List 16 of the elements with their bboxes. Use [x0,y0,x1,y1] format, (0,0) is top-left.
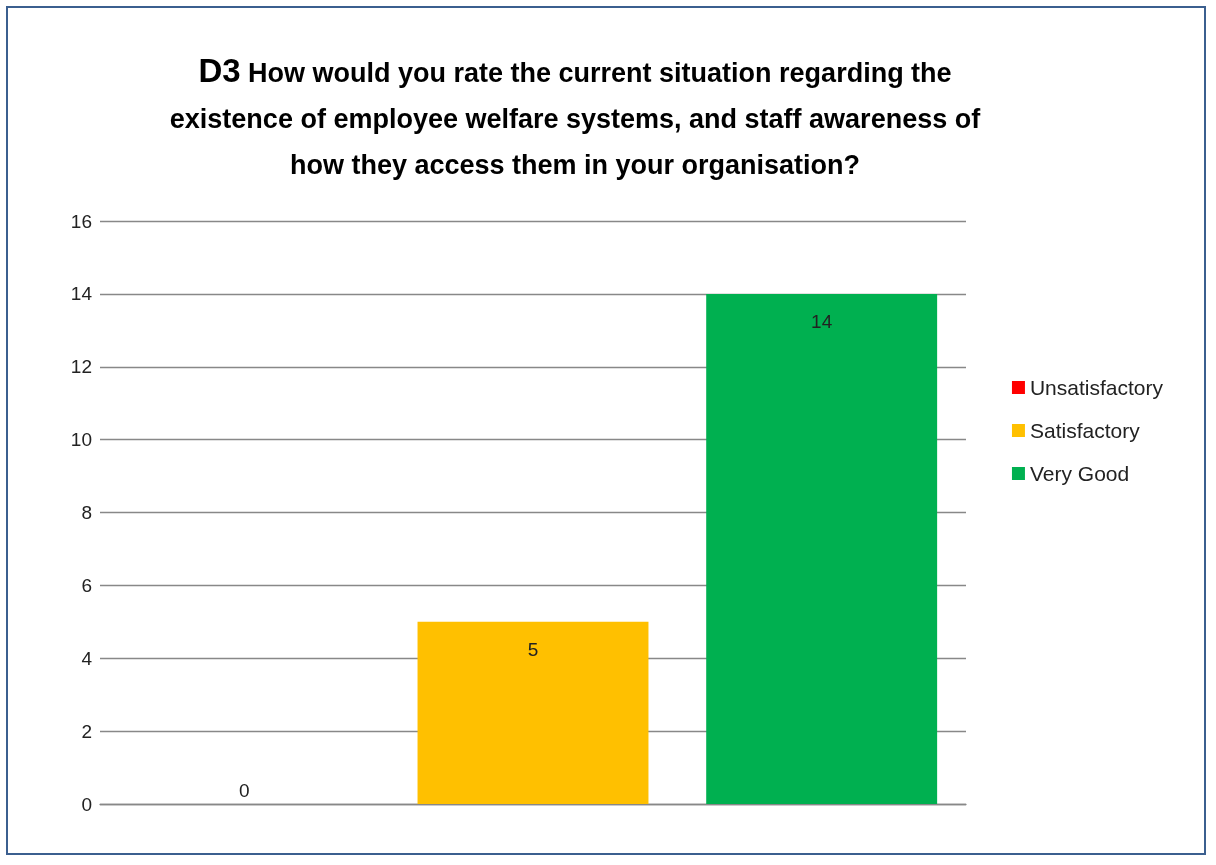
y-tick-label: 0 [81,793,92,815]
y-tick-label: 6 [81,574,92,596]
data-label: 5 [527,638,539,660]
data-label: 14 [811,310,833,332]
chart-title: D3 How would you rate the current situation regarding the existence of employee welfare systems, and staff awareness of how they access them in your organisation? [168,51,982,182]
y-tick-label: 12 [70,356,92,378]
y-tick-label: 2 [81,720,92,742]
legend-label: Very Good [1029,462,1130,485]
y-tick-label: 4 [81,647,93,669]
y-tick-label: 8 [81,502,92,523]
legend-label: Satisfactory [1029,419,1141,442]
y-tick-label: 10 [70,429,92,451]
data-label: 0 [239,780,250,801]
y-tick-label: 14 [70,283,93,305]
y-tick-label: 16 [70,210,92,232]
legend-label: Unsatisfactory [1029,376,1164,399]
